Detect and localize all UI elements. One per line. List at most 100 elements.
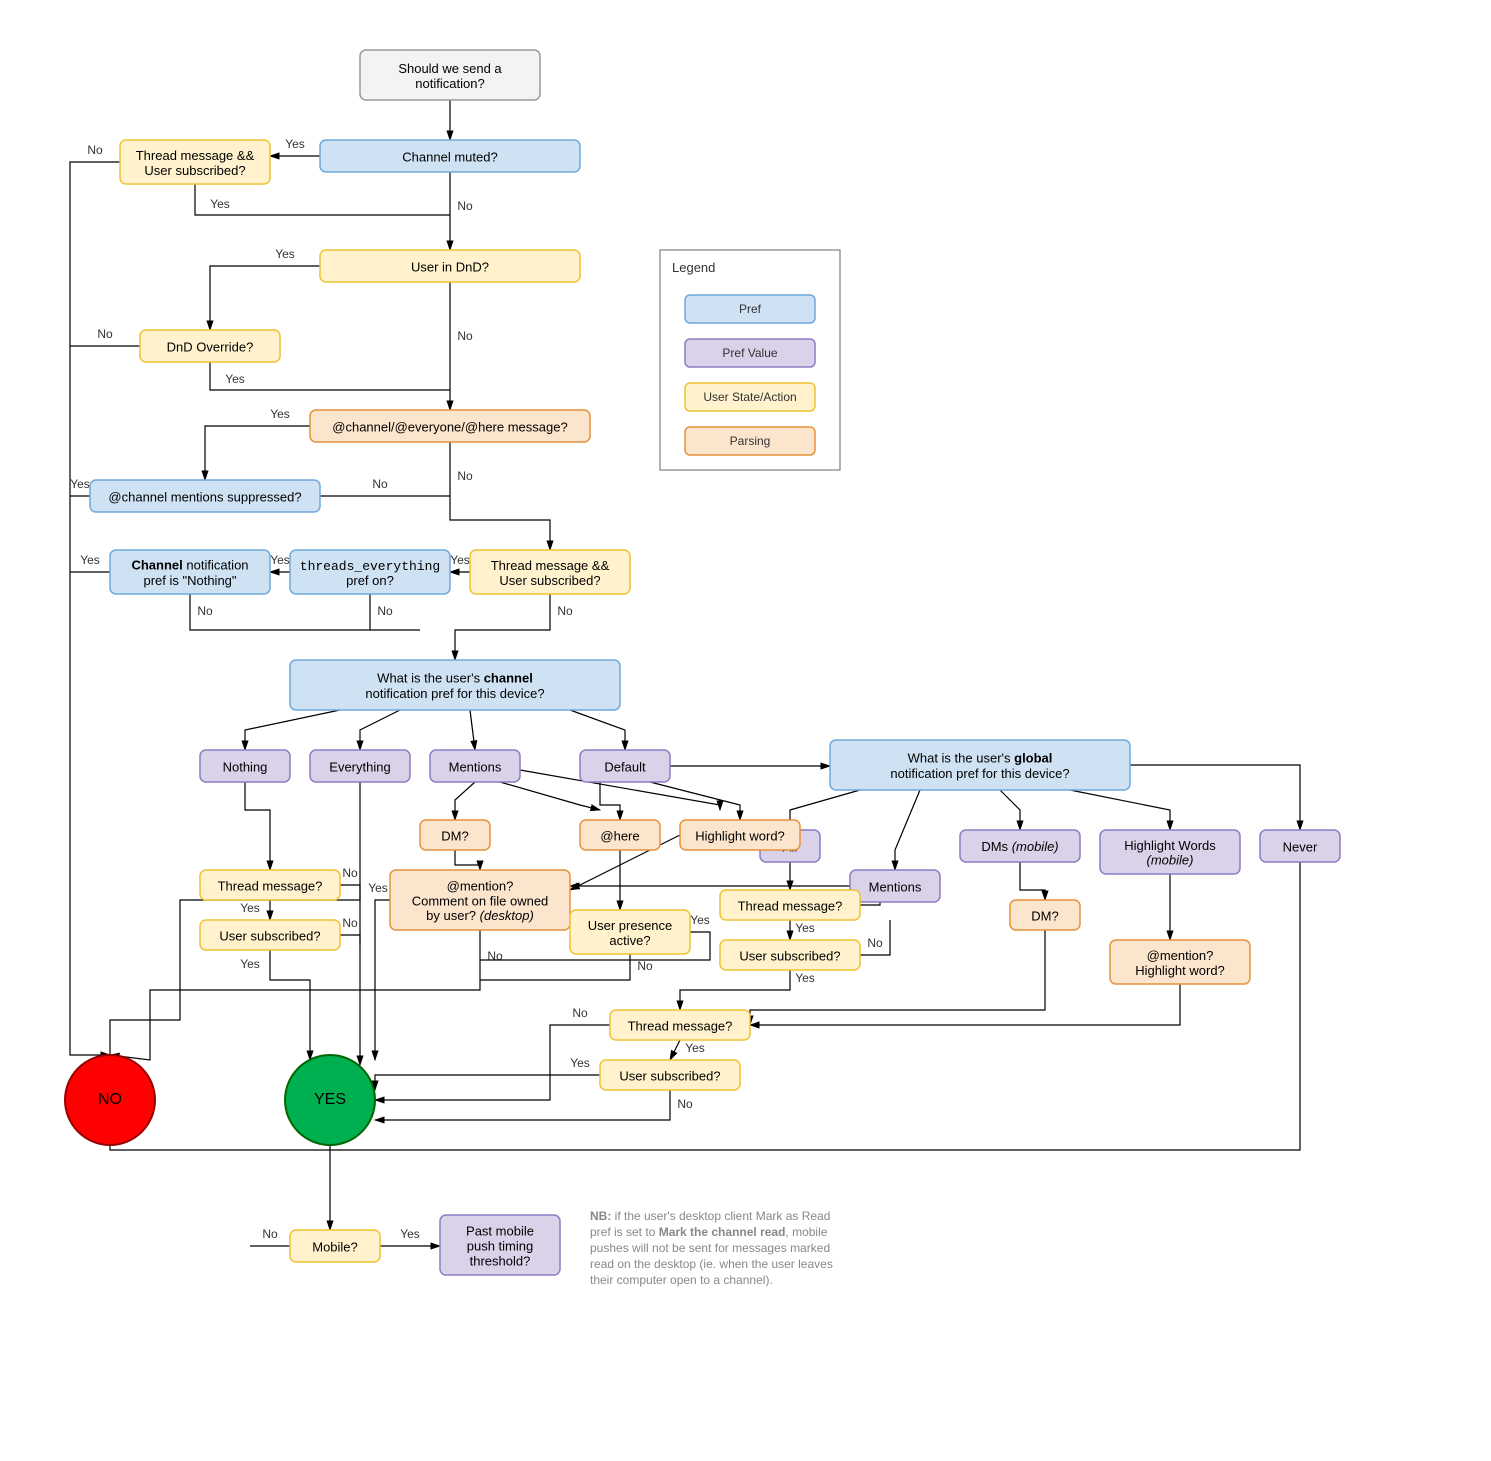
notification-flowchart: Yes No Yes No Yes No Yes No Yes Yes No No Yes Yes Yes N… — [20, 20, 1491, 1441]
NO-label: NO — [98, 1091, 122, 1108]
svg-text:No: No — [342, 866, 358, 880]
svg-text:No: No — [677, 1097, 693, 1111]
svg-text:No: No — [87, 143, 103, 157]
svg-text:Yes: Yes — [450, 553, 470, 567]
suppressed-text-0: @channel mentions suppressed? — [108, 489, 301, 504]
svg-text:No: No — [197, 604, 213, 618]
at_mention-text-1: Comment on file owned — [412, 893, 549, 908]
past_thresh-text-0: Past mobile — [466, 1223, 534, 1238]
svg-text:No: No — [867, 936, 883, 950]
at_here-text-0: @here — [600, 828, 639, 843]
svg-text:Yes: Yes — [795, 921, 815, 935]
svg-text:No: No — [487, 949, 503, 963]
opt_everything-text-0: Everything — [329, 759, 390, 774]
g_mentions-text-0: Mentions — [869, 879, 922, 894]
opt_default-text-0: Default — [604, 759, 646, 774]
g_dms-text-0: DMs (mobile) — [981, 839, 1058, 854]
svg-text:No: No — [262, 1227, 278, 1241]
past_thresh-text-1: push timing — [467, 1238, 533, 1253]
svg-text:Yes: Yes — [270, 553, 290, 567]
legend-item-1: Pref Value — [722, 346, 777, 360]
footnote-line-1: pref is set to Mark the channel read, mo… — [590, 1225, 828, 1239]
svg-text:Yes: Yes — [270, 407, 290, 421]
svg-text:No: No — [637, 959, 653, 973]
chan_nothing-text-0: Channel notification — [131, 558, 248, 573]
footnote-line-0: NB: if the user's desktop client Mark as… — [590, 1209, 830, 1223]
g_never-text-0: Never — [1283, 839, 1318, 854]
footnote-line-2: pushes will not be sent for messages mar… — [590, 1241, 830, 1255]
dnd_override-text-0: DnD Override? — [167, 339, 254, 354]
legend-title: Legend — [672, 260, 715, 275]
svg-text:No: No — [377, 604, 393, 618]
at_mention-text-2: by user? (desktop) — [426, 908, 534, 923]
svg-text:Yes: Yes — [795, 971, 815, 985]
channel_muted-text-0: Channel muted? — [402, 149, 497, 164]
svg-text:No: No — [457, 329, 473, 343]
svg-text:Yes: Yes — [690, 913, 710, 927]
svg-text:Yes: Yes — [400, 1227, 420, 1241]
legend-item-2: User State/Action — [703, 390, 796, 404]
thread_msg_l-text-0: Thread message? — [218, 878, 323, 893]
svg-text:Yes: Yes — [285, 137, 305, 151]
user_sub_c-text-0: User subscribed? — [619, 1068, 720, 1083]
svg-text:No: No — [557, 604, 573, 618]
thread_msg_c-text-0: Thread message? — [628, 1018, 733, 1033]
chan_pref-text-1: notification pref for this device? — [365, 686, 544, 701]
mobile-text-0: Mobile? — [312, 1239, 358, 1254]
chan_nothing-text-1: pref is "Nothing" — [143, 573, 236, 588]
at_hl-text-0: @mention? — [1147, 948, 1214, 963]
thread_sub_mid-text-0: Thread message && — [491, 558, 610, 573]
hl_word-text-0: Highlight word? — [695, 828, 785, 843]
at_hl-text-1: Highlight word? — [1135, 963, 1225, 978]
svg-text:Yes: Yes — [240, 957, 260, 971]
global_pref-text-0: What is the user's global — [908, 751, 1053, 766]
svg-text:No: No — [372, 477, 388, 491]
svg-text:Yes: Yes — [70, 477, 90, 491]
svg-text:No: No — [457, 469, 473, 483]
thread_sub_top-text-0: Thread message && — [136, 148, 255, 163]
legend-item-3: Parsing — [730, 434, 771, 448]
start-text-0: Should we send a — [398, 61, 502, 76]
svg-text:Yes: Yes — [80, 553, 100, 567]
thread_msg_r-text-0: Thread message? — [738, 898, 843, 913]
svg-text:Yes: Yes — [210, 197, 230, 211]
opt_mentions-text-0: Mentions — [449, 759, 502, 774]
svg-text:Yes: Yes — [225, 372, 245, 386]
opt_nothing-text-0: Nothing — [223, 759, 268, 774]
footnote: NB: if the user's desktop client Mark as… — [590, 1209, 833, 1287]
dm_q-text-0: DM? — [441, 828, 468, 843]
threads_every-text-0: threads_everything — [300, 559, 440, 574]
svg-text:Yes: Yes — [570, 1056, 590, 1070]
footnote-line-3: read on the desktop (ie. when the user l… — [590, 1257, 833, 1271]
user_sub_r-text-0: User subscribed? — [739, 948, 840, 963]
past_thresh-text-2: threshold? — [470, 1253, 531, 1268]
user_sub_l-text-0: User subscribed? — [219, 928, 320, 943]
presence-text-0: User presence — [588, 918, 673, 933]
at_channel-text-0: @channel/@everyone/@here message? — [332, 419, 567, 434]
footnote-line-4: their computer open to a channel). — [590, 1273, 773, 1287]
nodes: Should we send anotification? Channel mut… — [65, 50, 1340, 1275]
start-text-1: notification? — [415, 76, 484, 91]
thread_sub_top-text-1: User subscribed? — [144, 163, 245, 178]
at_mention-text-0: @mention? — [447, 878, 514, 893]
presence-text-1: active? — [609, 933, 650, 948]
svg-text:No: No — [457, 199, 473, 213]
svg-text:Yes: Yes — [275, 247, 295, 261]
legend-item-0: Pref — [739, 302, 762, 316]
svg-text:Yes: Yes — [685, 1041, 705, 1055]
svg-text:Yes: Yes — [368, 881, 388, 895]
svg-text:No: No — [572, 1006, 588, 1020]
global_pref-text-1: notification pref for this device? — [890, 766, 1069, 781]
svg-text:No: No — [97, 327, 113, 341]
g_highlight-text-1: (mobile) — [1147, 853, 1194, 868]
user_dnd-text-0: User in DnD? — [411, 259, 489, 274]
YES-label: YES — [314, 1091, 346, 1108]
g_highlight-text-0: Highlight Words — [1124, 838, 1216, 853]
dm_q2-text-0: DM? — [1031, 908, 1058, 923]
thread_sub_mid-text-1: User subscribed? — [499, 573, 600, 588]
legend: Legend Pref Pref Value User State/Action Par… — [660, 250, 840, 470]
chan_pref-text-0: What is the user's channel — [377, 671, 533, 686]
svg-text:Yes: Yes — [240, 901, 260, 915]
svg-text:No: No — [342, 916, 358, 930]
threads_every-text-1: pref on? — [346, 573, 394, 588]
